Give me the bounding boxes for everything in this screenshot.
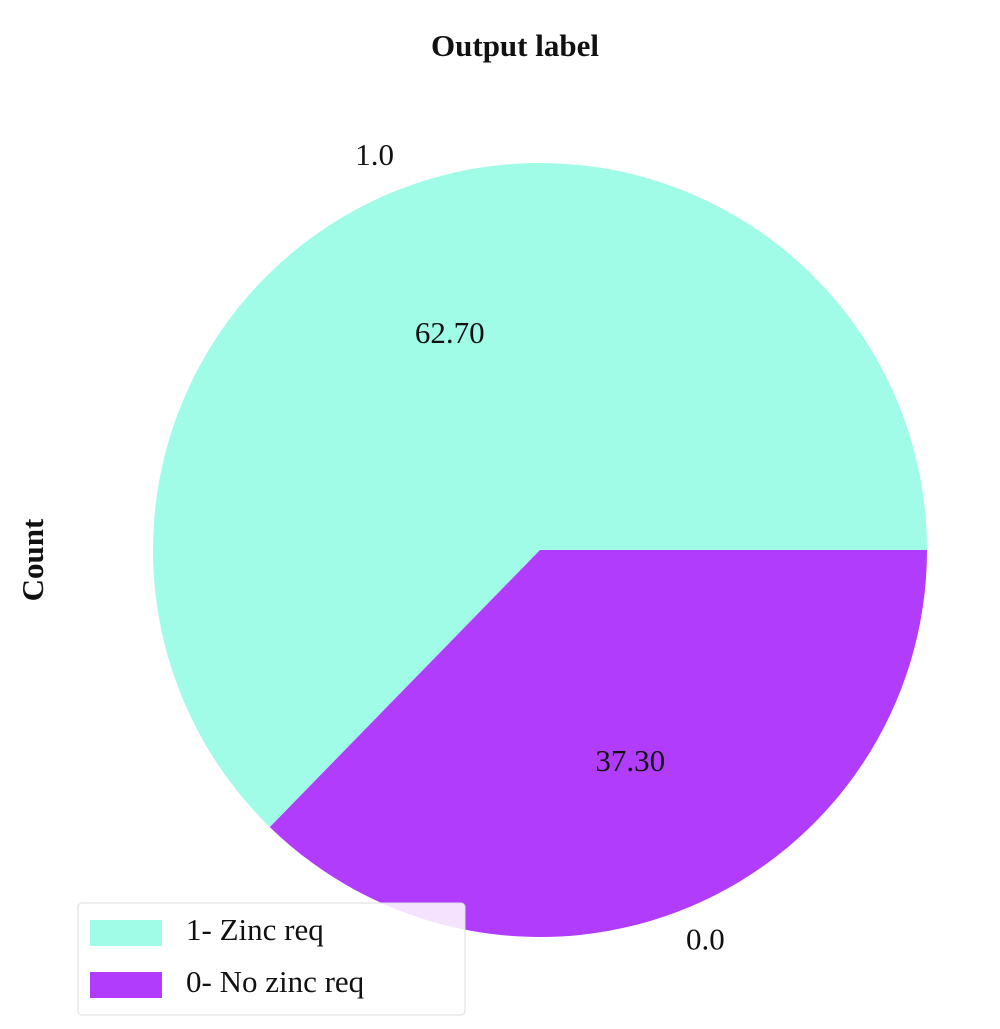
- legend-swatch: [90, 920, 162, 946]
- slice-label: 1.0: [355, 137, 394, 172]
- value-label: 37.30: [595, 743, 665, 778]
- chart-title: Output label: [431, 28, 599, 63]
- legend-label: 0- No zinc req: [186, 964, 364, 999]
- pie-slice: [269, 550, 927, 937]
- value-label: 62.70: [415, 315, 485, 350]
- slice-label: 0.0: [686, 921, 725, 956]
- y-axis-label: Count: [15, 518, 50, 601]
- legend-box: [77, 902, 466, 1016]
- legend-swatch: [90, 972, 162, 998]
- legend: 1- Zinc req 0- No zinc req: [77, 902, 466, 1016]
- pie-slice: [152, 163, 927, 828]
- legend-label: 1- Zinc req: [186, 912, 324, 947]
